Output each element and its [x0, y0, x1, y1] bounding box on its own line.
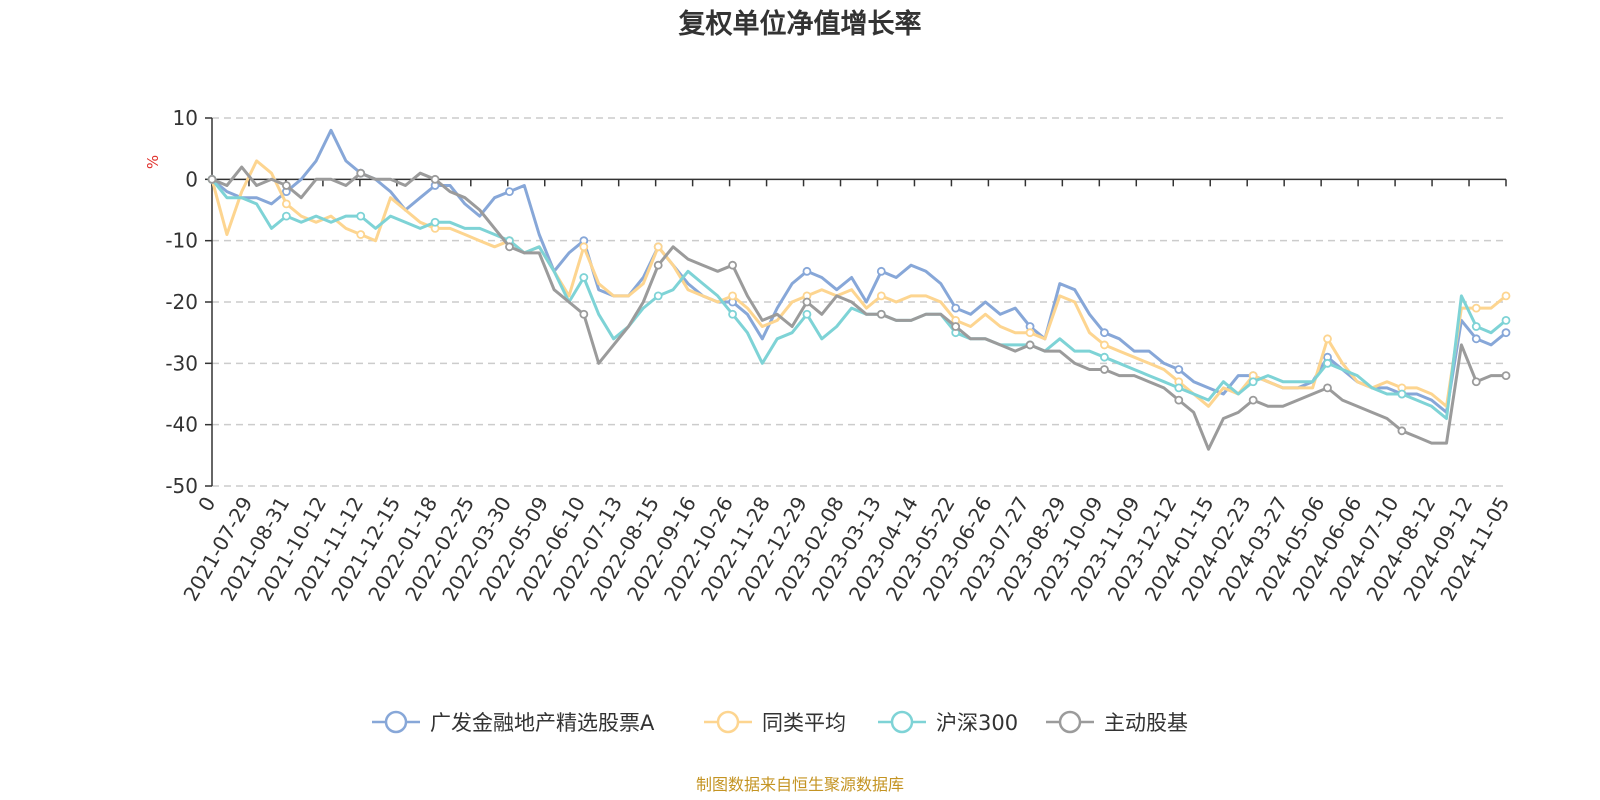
grid-lines — [212, 117, 1506, 487]
series-point — [1174, 395, 1184, 405]
series-line — [210, 159, 1507, 408]
y-tick-label: -20 — [165, 290, 198, 314]
data-source-label: 制图数据来自恒生聚源数据库 — [696, 775, 904, 794]
y-tick-label: 0 — [185, 167, 198, 191]
series-point — [653, 291, 663, 301]
series-point — [1025, 340, 1035, 350]
legend-label: 沪深300 — [936, 711, 1018, 735]
series-point — [356, 168, 366, 178]
series-point — [802, 266, 812, 276]
series-point — [207, 174, 217, 184]
legend-label: 广发金融地产精选股票A — [430, 711, 655, 735]
series-point — [1471, 322, 1481, 331]
series-line — [210, 178, 1507, 420]
series-point — [430, 174, 440, 184]
legend-symbol-marker — [716, 710, 740, 734]
series-point — [579, 309, 589, 319]
y-axis-unit-label: % — [144, 155, 162, 169]
series-point — [1248, 395, 1258, 405]
series-point — [951, 303, 961, 313]
series-line — [211, 128, 1507, 414]
series-point — [1471, 334, 1481, 344]
series-point — [951, 322, 961, 331]
legend-symbol-marker — [384, 710, 408, 734]
chart-title: 复权单位净值增长率 — [679, 8, 922, 40]
series-point — [1501, 328, 1511, 338]
series-point — [1501, 291, 1511, 301]
series-point — [728, 291, 737, 301]
series-point — [876, 291, 886, 301]
series-point — [1025, 328, 1035, 338]
series-point — [1323, 383, 1332, 393]
series-point — [876, 266, 886, 276]
series-point — [653, 242, 663, 252]
series-point — [728, 260, 737, 270]
series-point — [430, 217, 440, 227]
series-point — [1397, 426, 1407, 436]
y-tick-label: -30 — [165, 351, 198, 375]
x-tick-label: 0 — [193, 493, 220, 516]
series-point — [1100, 365, 1109, 374]
series-point — [653, 260, 663, 270]
y-tick-label: -50 — [165, 474, 198, 498]
series-point — [281, 181, 291, 190]
series-point — [1174, 383, 1184, 393]
series-point — [1248, 377, 1258, 387]
series-point — [1100, 340, 1109, 350]
series-point — [1174, 365, 1184, 374]
legend: 广发金融地产精选股票A 同类平均 沪深300 主动股基 — [372, 710, 1188, 735]
series-point — [505, 187, 514, 197]
series-point — [876, 309, 886, 319]
series-point — [802, 309, 812, 319]
series-point — [1471, 303, 1481, 313]
series-point — [579, 242, 589, 252]
series-point — [356, 211, 366, 221]
series-line — [211, 165, 1506, 451]
series-point — [728, 309, 737, 319]
series-point — [356, 230, 366, 239]
series-point — [1323, 334, 1332, 344]
legend-label: 同类平均 — [762, 711, 846, 735]
y-tick-label: -40 — [165, 413, 198, 437]
series-point — [1397, 389, 1407, 399]
series-point — [1323, 358, 1332, 368]
y-tick-label: -10 — [165, 229, 198, 253]
series-point — [1501, 315, 1511, 325]
series-point — [505, 242, 514, 252]
series-point — [281, 211, 291, 221]
y-tick-label: 10 — [173, 106, 198, 130]
axes: 100-10-20-30-40-5002021-07-292021-08-312… — [165, 106, 1514, 605]
series-point — [1100, 328, 1109, 338]
legend-symbol-marker — [1058, 710, 1082, 734]
series-point — [1501, 371, 1511, 381]
series-point — [579, 273, 589, 282]
series-point — [1100, 352, 1109, 362]
legend-symbol-marker — [890, 710, 914, 734]
series-point — [281, 199, 291, 209]
series-point — [1471, 377, 1481, 387]
legend-label: 主动股基 — [1104, 711, 1188, 735]
series-point — [802, 297, 812, 307]
series-lines — [207, 128, 1511, 451]
